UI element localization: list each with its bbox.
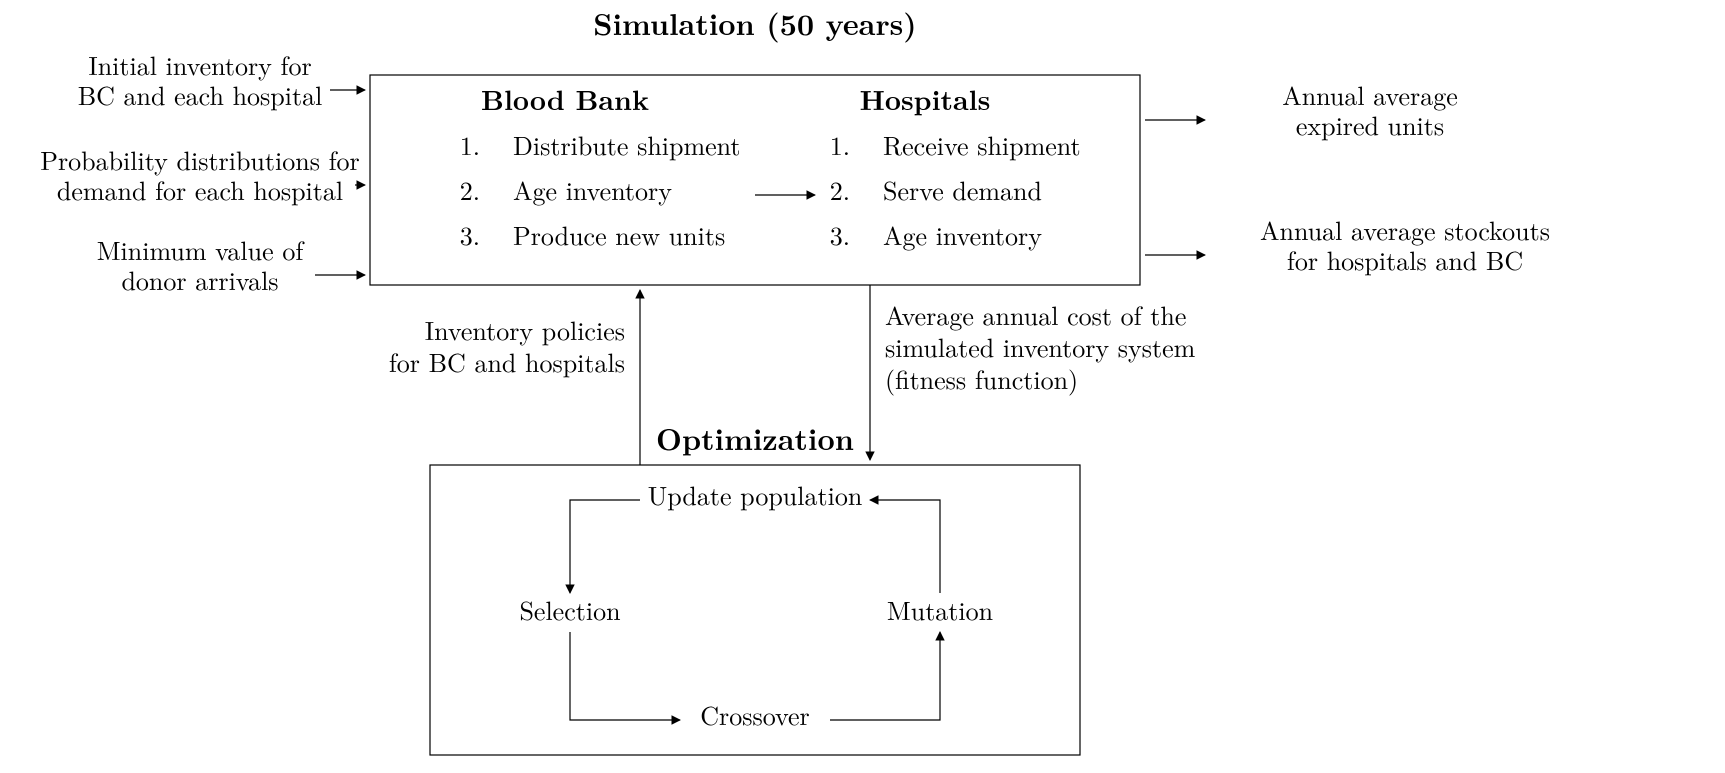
h-item-3: Age inventory [883, 216, 1042, 253]
arrow-update-to-selection [570, 500, 640, 593]
bb-item-1: Distribute shipment [513, 126, 741, 163]
bb-item-2-num: 2. [460, 171, 480, 208]
simulation-title: Simulation (50 years) [593, 1, 916, 44]
h-item-2: Serve demand [883, 171, 1042, 208]
opt-node-mutation: Mutation [887, 591, 993, 628]
h-item-3-num: 3. [830, 216, 850, 253]
bb-item-1-num: 1. [460, 126, 480, 163]
h-item-2-num: 2. [830, 171, 850, 208]
bb-item-3-num: 3. [460, 216, 480, 253]
arrow-crossover-to-mutation [830, 632, 940, 720]
input-2-line2: demand for each hospital [57, 171, 343, 208]
opt-node-selection: Selection [519, 591, 620, 628]
output-1-line2: expired units [1296, 106, 1444, 143]
input-3-line2: donor arrivals [121, 261, 278, 298]
cost-label-line3: (fitness function) [885, 360, 1078, 397]
arrow-selection-to-crossover [570, 632, 680, 720]
hospitals-heading: Hospitals [860, 79, 991, 119]
h-item-1: Receive shipment [883, 126, 1081, 163]
opt-node-crossover: Crossover [700, 696, 809, 733]
bb-item-2: Age inventory [513, 171, 672, 208]
opt-node-update: Update population [648, 476, 863, 513]
policies-label-line2: for BC and hospitals [389, 343, 625, 380]
h-item-1-num: 1. [830, 126, 850, 163]
optimization-title: Optimization [656, 416, 854, 459]
output-2-line2: for hospitals and BC [1287, 241, 1523, 278]
bloodbank-heading: Blood Bank [481, 79, 649, 119]
bb-item-3: Produce new units [513, 216, 725, 253]
input-1-line2: BC and each hospital [78, 76, 323, 113]
arrow-mutation-to-update [870, 500, 940, 593]
